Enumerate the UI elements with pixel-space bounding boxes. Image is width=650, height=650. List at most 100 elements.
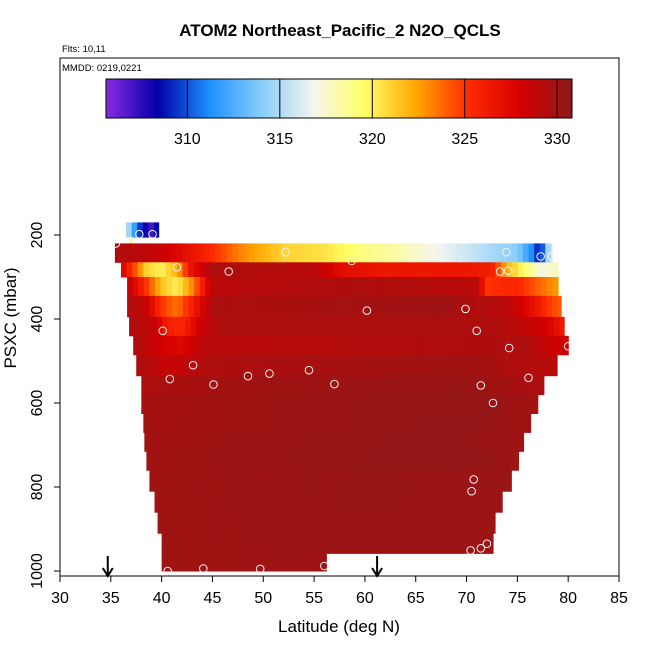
heatmap-cell <box>378 491 385 513</box>
heatmap-cell <box>199 262 206 278</box>
heatmap-cell <box>312 553 319 572</box>
heatmap-cell <box>305 413 312 433</box>
heatmap-cell <box>461 413 469 433</box>
heatmap-cell <box>283 413 290 433</box>
heatmap-cell <box>238 491 245 513</box>
heatmap-cell <box>267 335 274 356</box>
colorbar-ticks: 310 315 320 325 330 <box>174 79 571 148</box>
heatmap-cell <box>315 354 322 377</box>
heatmap-cell <box>428 277 436 297</box>
heatmap-cell <box>512 295 519 318</box>
heatmap-cell <box>227 295 234 318</box>
heatmap-cell <box>201 316 208 337</box>
heatmap-cell <box>137 262 144 278</box>
heatmap-cell <box>433 243 440 263</box>
heatmap-cell <box>314 394 321 414</box>
heatmap-cell <box>411 243 418 263</box>
heatmap-cell <box>171 413 178 433</box>
heatmap-cell <box>479 432 486 452</box>
heatmap-cell <box>252 512 259 534</box>
heatmap-cell <box>219 451 226 471</box>
heatmap-cell <box>228 335 235 356</box>
heatmap-cell <box>454 354 462 377</box>
heatmap-cell <box>256 335 263 356</box>
heatmap-cell <box>258 375 265 396</box>
heatmap-cell <box>131 222 138 238</box>
heatmap-cell <box>437 375 444 396</box>
sample-point <box>461 304 470 314</box>
heatmap-cell <box>337 354 344 377</box>
heatmap-cell <box>322 262 329 278</box>
heatmap-cell <box>440 295 447 318</box>
heatmap-cell <box>199 295 206 318</box>
heatmap-cell <box>373 335 380 356</box>
heatmap-cell <box>475 316 482 337</box>
heatmap-cell <box>304 243 312 263</box>
heatmap-cell <box>518 295 525 318</box>
heatmap-cell <box>381 451 388 471</box>
heatmap-cell <box>473 491 480 513</box>
heatmap-cell <box>184 553 191 572</box>
heatmap-cell <box>507 277 514 297</box>
heatmap-cell <box>212 316 220 337</box>
colorbar-tick-label: 325 <box>451 131 478 148</box>
sample-point <box>320 561 329 571</box>
heatmap-cell <box>509 316 516 337</box>
heatmap-cell <box>367 295 374 318</box>
heatmap-cell <box>350 470 357 492</box>
heatmap-cell <box>322 470 329 492</box>
heatmap-cell <box>390 432 397 452</box>
heatmap-cell <box>244 432 252 452</box>
heatmap-cell <box>344 262 351 278</box>
heatmap-cell <box>439 243 446 263</box>
heatmap-cell <box>391 316 399 337</box>
heatmap-cell <box>261 470 268 492</box>
heatmap-cell <box>302 316 309 337</box>
heatmap-cell <box>430 316 438 337</box>
pressure-band <box>161 533 494 554</box>
heatmap-cell <box>330 316 337 337</box>
heatmap-cell <box>200 432 207 452</box>
heatmap-cell <box>172 335 179 356</box>
heatmap-cell <box>280 451 287 471</box>
heatmap-cell <box>417 413 424 433</box>
heatmap-cell <box>236 375 243 396</box>
heatmap-cell <box>143 295 151 318</box>
sample-point <box>466 546 475 555</box>
heatmap-cell <box>373 277 380 297</box>
heatmap-cell <box>392 375 400 396</box>
heatmap-cell <box>299 262 307 278</box>
heatmap-cell <box>222 295 229 318</box>
heatmap-cell <box>479 295 486 318</box>
heatmap-cell <box>453 512 461 534</box>
heatmap-cell <box>359 394 366 414</box>
heatmap-cell <box>207 316 214 337</box>
heatmap-cell <box>407 432 414 452</box>
heatmap-cell <box>163 451 170 471</box>
heatmap-cell <box>305 470 313 492</box>
heatmap-cell <box>230 512 237 534</box>
heatmap-cell <box>353 512 360 534</box>
heatmap-cell <box>197 394 204 414</box>
heatmap-cell <box>161 335 168 356</box>
heatmap-cell <box>375 316 382 337</box>
heatmap-cell <box>380 316 387 337</box>
heatmap-cell <box>275 394 282 414</box>
heatmap-cell <box>234 533 241 554</box>
heatmap-cell <box>223 553 230 572</box>
heatmap-cell <box>431 451 438 471</box>
heatmap-cell <box>317 432 324 452</box>
heatmap-cell <box>204 413 212 433</box>
heatmap-cell <box>342 375 349 396</box>
heatmap-cell <box>252 316 259 337</box>
heatmap-cell <box>523 295 531 318</box>
colorbar-tick-label: 310 <box>174 131 201 148</box>
heatmap-cell <box>279 533 286 554</box>
heatmap-cell <box>379 432 386 452</box>
heatmap-cell <box>460 354 467 377</box>
heatmap-cell <box>517 243 524 263</box>
heatmap-cell <box>375 451 382 471</box>
pressure-band <box>141 394 539 414</box>
heatmap-cell <box>350 413 357 433</box>
heatmap-cell <box>233 295 240 318</box>
